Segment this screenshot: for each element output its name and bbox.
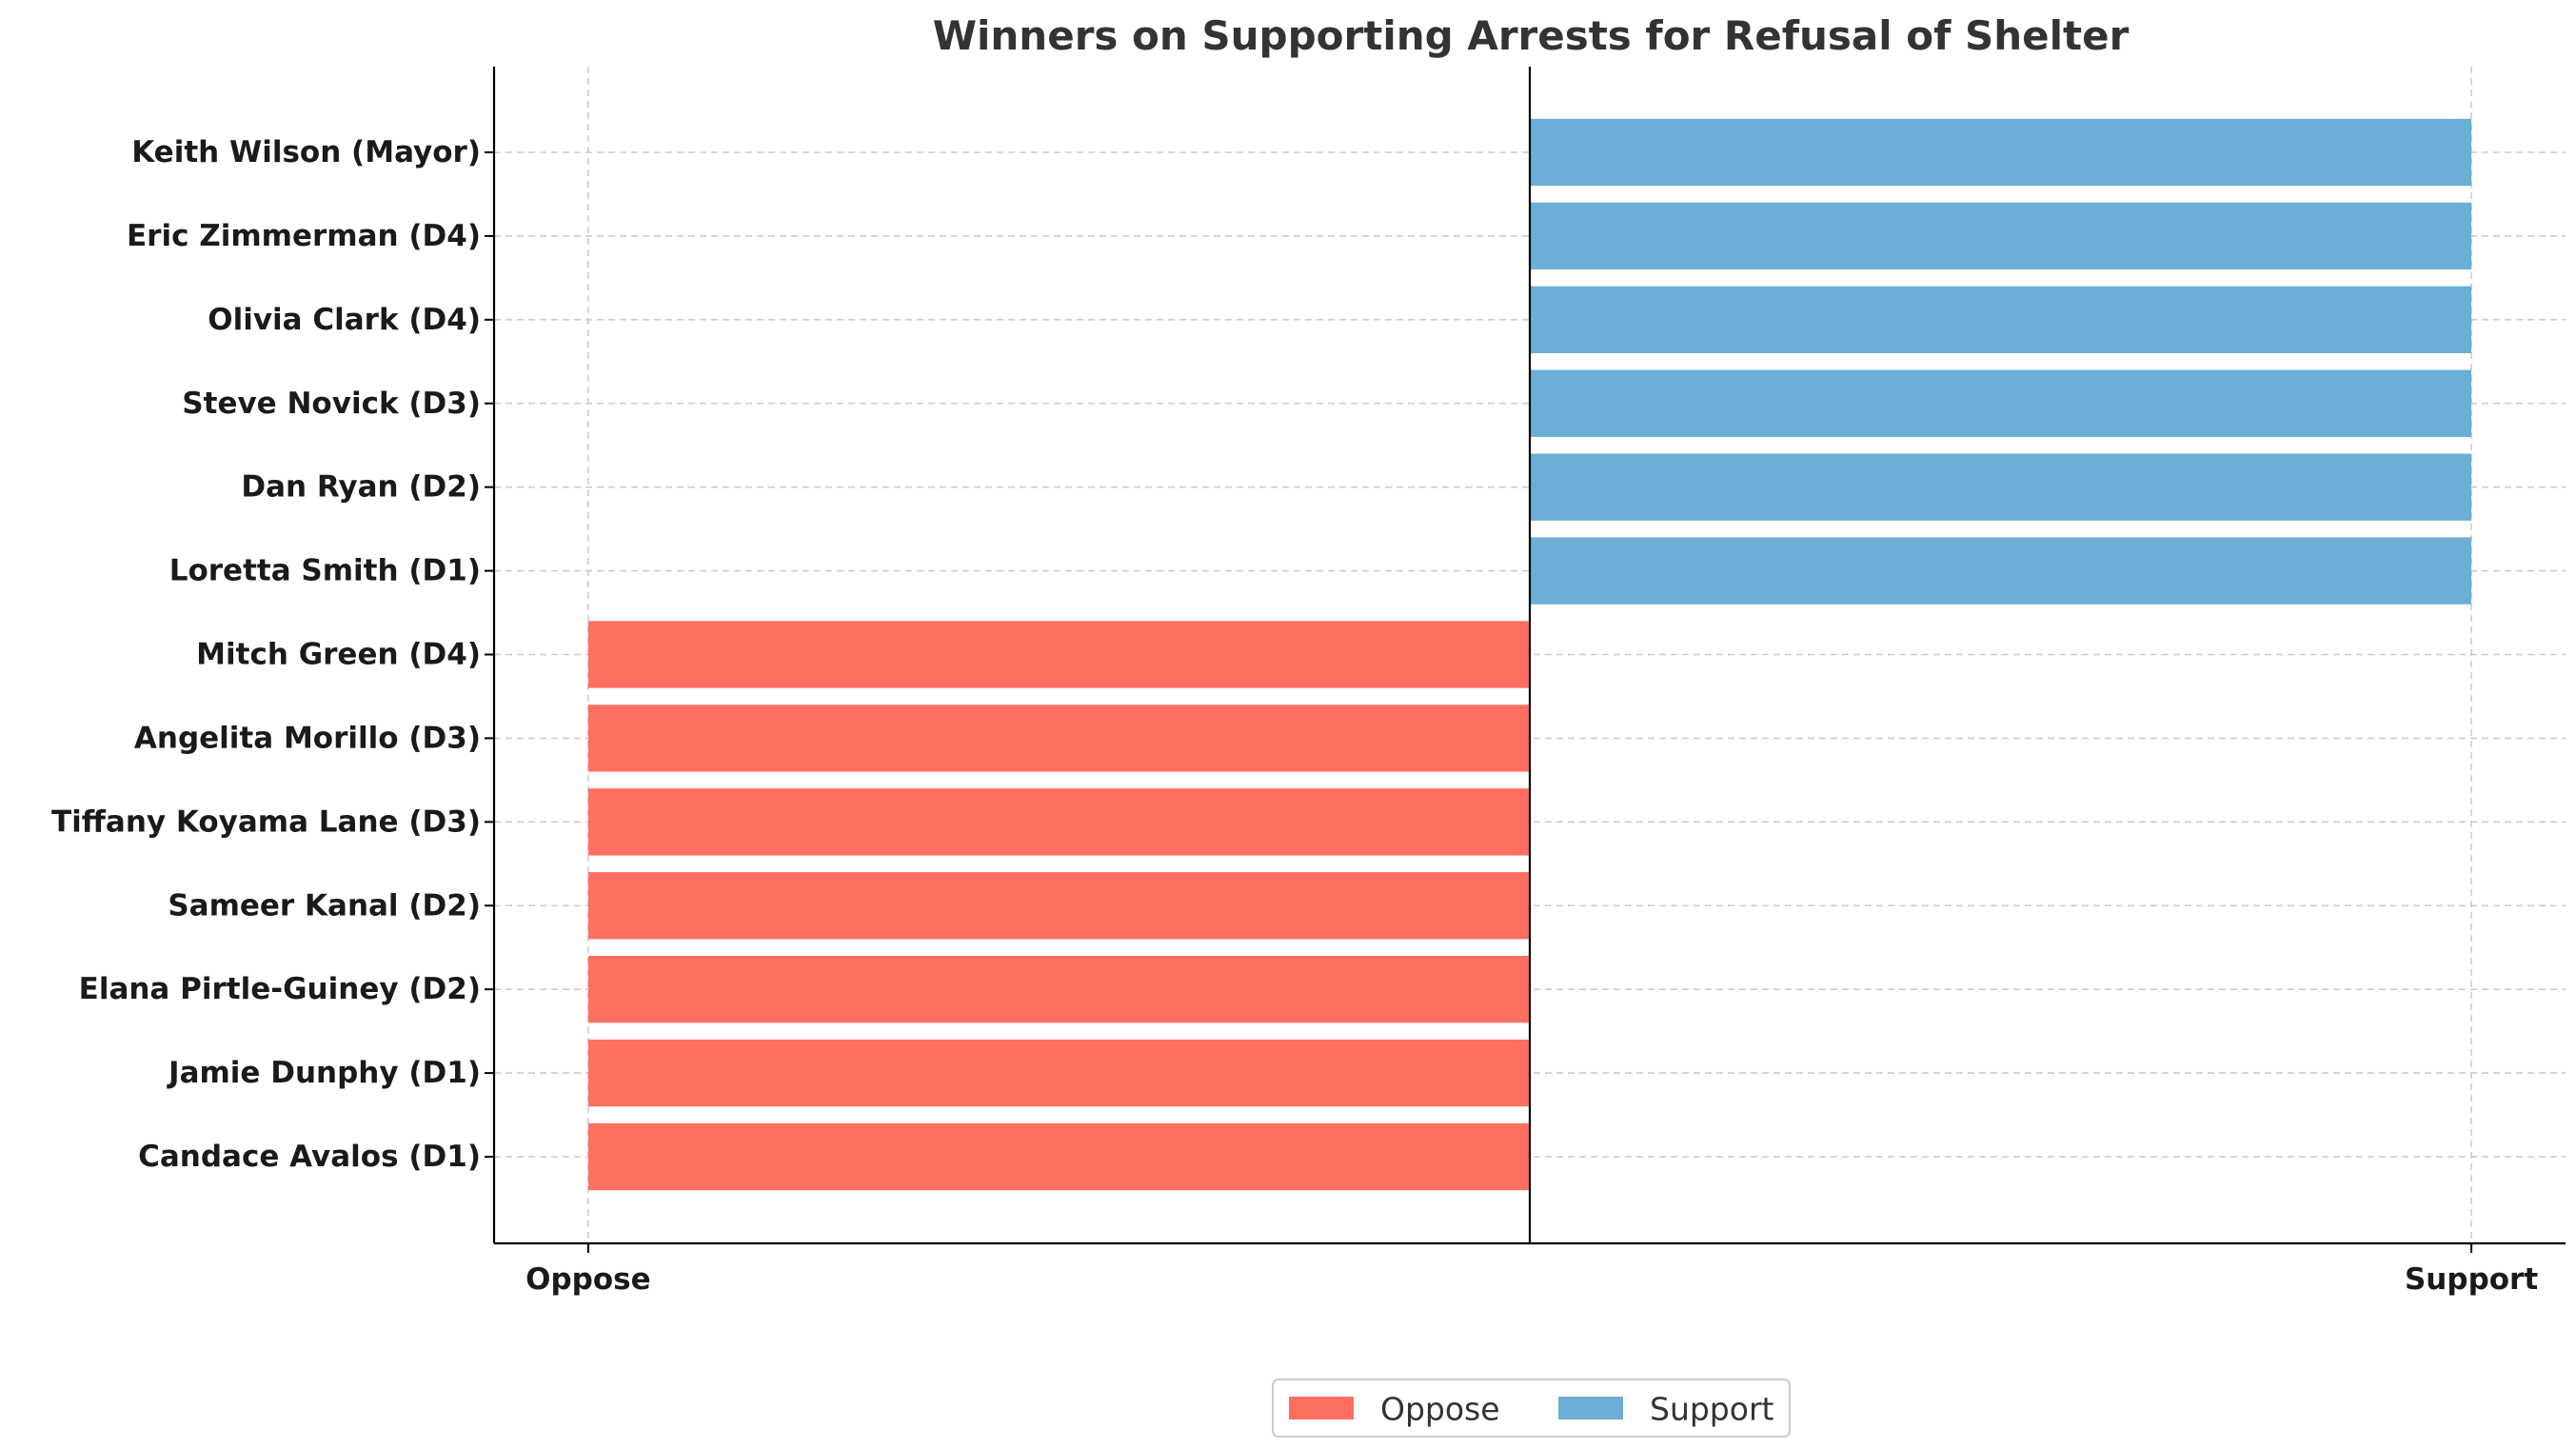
bar-support bbox=[1530, 286, 2472, 353]
bar-oppose bbox=[587, 705, 1530, 772]
y-tick-label: Sameer Kanal (D2) bbox=[168, 888, 481, 923]
legend-swatch bbox=[1289, 1397, 1354, 1419]
y-tick-label: Candace Avalos (D1) bbox=[138, 1140, 481, 1174]
bar-oppose bbox=[587, 788, 1530, 856]
bar-support bbox=[1530, 537, 2472, 605]
bar-oppose bbox=[587, 1122, 1530, 1191]
legend-swatch bbox=[1558, 1397, 1623, 1419]
bar-oppose bbox=[587, 872, 1530, 940]
legend-box bbox=[1272, 1379, 1791, 1438]
x-tick-label: Support bbox=[2405, 1262, 2538, 1297]
y-tick-label: Angelita Morillo (D3) bbox=[134, 721, 481, 755]
bars bbox=[587, 118, 2472, 1191]
y-tick-label: Dan Ryan (D2) bbox=[241, 470, 481, 505]
bar-support bbox=[1530, 369, 2472, 437]
bar-oppose bbox=[587, 621, 1530, 688]
y-tick-label: Eric Zimmerman (D4) bbox=[127, 219, 481, 253]
chart-title: Winners on Supporting Arrests for Refusa… bbox=[933, 12, 2130, 59]
legend-label: Oppose bbox=[1380, 1391, 1500, 1428]
legend: Oppose Support bbox=[1272, 1379, 1791, 1438]
y-tick-label: Loretta Smith (D1) bbox=[169, 554, 481, 588]
bar-support bbox=[1530, 202, 2472, 270]
y-tick-label: Jamie Dunphy (D1) bbox=[167, 1056, 481, 1090]
y-tick-label: Olivia Clark (D4) bbox=[208, 303, 481, 337]
axes bbox=[485, 67, 2566, 1253]
y-tick-label: Mitch Green (D4) bbox=[196, 638, 481, 672]
bar-oppose bbox=[587, 1039, 1530, 1107]
y-tick-label: Tiffany Koyama Lane (D3) bbox=[51, 804, 481, 839]
y-tick-labels: Candace Avalos (D1) Jamie Dunphy (D1) Elan… bbox=[51, 135, 481, 1174]
y-tick-label: Steve Novick (D3) bbox=[182, 387, 481, 421]
y-tick-label: Elana Pirtle-Guiney (D2) bbox=[79, 972, 481, 1006]
bar-oppose bbox=[587, 956, 1530, 1023]
bar-support bbox=[1530, 453, 2472, 521]
legend-label: Support bbox=[1650, 1391, 1774, 1428]
x-tick-labels: Oppose Support bbox=[525, 1262, 2538, 1297]
bar-support bbox=[1530, 118, 2472, 187]
y-tick-label: Keith Wilson (Mayor) bbox=[131, 135, 481, 169]
x-tick-label: Oppose bbox=[525, 1262, 651, 1297]
